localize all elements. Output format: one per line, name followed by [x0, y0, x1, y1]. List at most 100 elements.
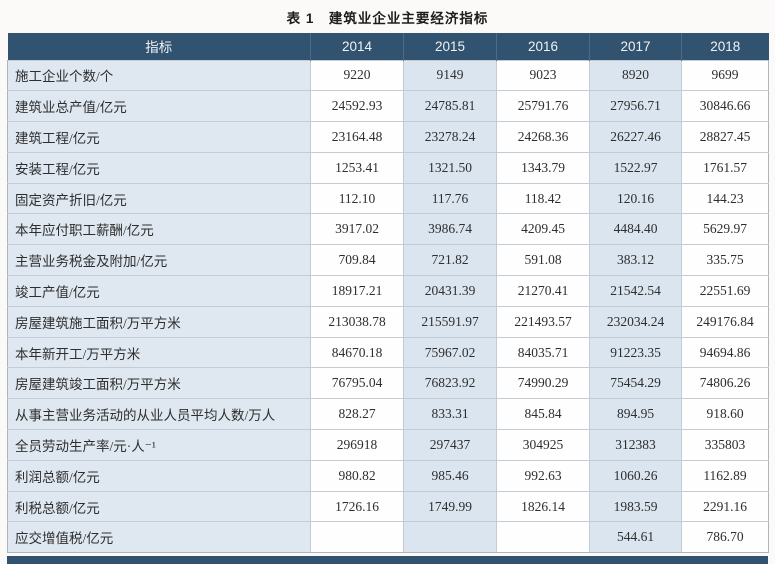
table-row: 建筑业总产值/亿元 24592.93 24785.81 25791.76 27956.7…: [7, 90, 769, 123]
value-cell: 74990.29: [496, 367, 590, 400]
table-row: 房屋建筑竣工面积/万平方米 76795.04 76823.92 74990.29 754…: [7, 367, 769, 400]
value-cell: 20431.39: [403, 275, 497, 307]
value-cell: 8920: [589, 59, 682, 92]
value-cell: 24592.93: [310, 90, 404, 123]
value-cell: 1343.79: [496, 151, 590, 184]
value-cell: 1749.99: [403, 490, 497, 523]
value-cell: 215591.97: [403, 305, 497, 338]
table-header: 指标 2014 2015 2016 2017 2018: [7, 33, 769, 60]
value-cell: 4209.45: [496, 213, 590, 246]
table-caption: 表 1 建筑业企业主要经济指标: [286, 11, 489, 26]
value-cell: 918.60: [681, 398, 769, 431]
value-cell: 84035.71: [496, 336, 590, 369]
value-cell: 721.82: [403, 244, 497, 277]
value-cell: [403, 521, 497, 554]
value-cell: [496, 521, 590, 554]
value-cell: 91223.35: [589, 336, 682, 369]
value-cell: 845.84: [496, 398, 590, 431]
value-cell: 213038.78: [310, 305, 404, 338]
table-row: 主营业务税金及附加/亿元 709.84 721.82 591.08 383.12 335.…: [7, 244, 769, 277]
header-year-2015: 2015: [403, 33, 497, 60]
table-row: 本年新开工/万平方米 84670.18 75967.02 84035.71 91223.…: [7, 336, 769, 369]
value-cell: 28827.45: [681, 121, 769, 153]
value-cell: 383.12: [589, 244, 682, 277]
value-cell: 828.27: [310, 398, 404, 431]
value-cell: 22551.69: [681, 275, 769, 307]
value-cell: 23278.24: [403, 121, 497, 153]
value-cell: 120.16: [589, 182, 682, 215]
value-cell: 985.46: [403, 459, 497, 492]
table-row: 施工企业个数/个 9220 9149 9023 8920 9699: [7, 59, 769, 92]
value-cell: 9023: [496, 59, 590, 92]
value-cell: 249176.84: [681, 305, 769, 338]
value-cell: 118.42: [496, 182, 590, 215]
value-cell: 26227.46: [589, 121, 682, 153]
value-cell: 112.10: [310, 182, 404, 215]
value-cell: 304925: [496, 429, 590, 461]
value-cell: 21542.54: [589, 275, 682, 307]
value-cell: 9699: [681, 59, 769, 92]
row-label: 安装工程/亿元: [7, 151, 311, 184]
header-year-2016: 2016: [496, 33, 590, 60]
value-cell: 4484.40: [589, 213, 682, 246]
header-year-2018: 2018: [681, 33, 769, 60]
table-row: 竣工产值/亿元 18917.21 20431.39 21270.41 21542.54 2…: [7, 275, 769, 307]
value-cell: 5629.97: [681, 213, 769, 246]
value-cell: 76795.04: [310, 367, 404, 400]
row-label: 利税总额/亿元: [7, 490, 311, 523]
table-footer-bar: [7, 556, 768, 564]
table-row: 安装工程/亿元 1253.41 1321.50 1343.79 1522.97 1761.…: [7, 151, 769, 184]
value-cell: 1726.16: [310, 490, 404, 523]
value-cell: 1826.14: [496, 490, 590, 523]
table-row: 建筑工程/亿元 23164.48 23278.24 24268.36 26227.46 2…: [7, 121, 769, 153]
value-cell: 30846.66: [681, 90, 769, 123]
value-cell: 27956.71: [589, 90, 682, 123]
value-cell: 9149: [403, 59, 497, 92]
table-row: 固定资产折旧/亿元 112.10 117.76 118.42 120.16 144.23: [7, 182, 769, 215]
value-cell: 117.76: [403, 182, 497, 215]
table-row: 从事主营业务活动的从业人员平均人数/万人 828.27 833.31 845.84 89…: [7, 398, 769, 431]
value-cell: 232034.24: [589, 305, 682, 338]
value-cell: 786.70: [681, 521, 769, 554]
value-cell: 24268.36: [496, 121, 590, 153]
value-cell: 1060.26: [589, 459, 682, 492]
row-label: 本年应付职工薪酬/亿元: [7, 213, 311, 246]
row-label: 利润总额/亿元: [7, 459, 311, 492]
header-year-2014: 2014: [310, 33, 404, 60]
value-cell: 335.75: [681, 244, 769, 277]
value-cell: 980.82: [310, 459, 404, 492]
row-label: 固定资产折旧/亿元: [7, 182, 311, 215]
row-label: 全员劳动生产率/元·人⁻¹: [7, 429, 311, 461]
value-cell: 221493.57: [496, 305, 590, 338]
value-cell: 18917.21: [310, 275, 404, 307]
value-cell: 94694.86: [681, 336, 769, 369]
value-cell: 1983.59: [589, 490, 682, 523]
table-row: 利税总额/亿元 1726.16 1749.99 1826.14 1983.59 2291.…: [7, 490, 769, 523]
value-cell: 25791.76: [496, 90, 590, 123]
row-label: 竣工产值/亿元: [7, 275, 311, 307]
header-row: 指标 2014 2015 2016 2017 2018: [7, 33, 769, 60]
value-cell: 2291.16: [681, 490, 769, 523]
value-cell: 1522.97: [589, 151, 682, 184]
value-cell: 9220: [310, 59, 404, 92]
table-row: 应交增值税/亿元 544.61 786.70: [7, 521, 769, 554]
value-cell: 74806.26: [681, 367, 769, 400]
row-label: 施工企业个数/个: [7, 59, 311, 92]
value-cell: 75967.02: [403, 336, 497, 369]
header-year-2017: 2017: [589, 33, 682, 60]
row-label: 房屋建筑竣工面积/万平方米: [7, 367, 311, 400]
value-cell: [310, 521, 404, 554]
row-label: 主营业务税金及附加/亿元: [7, 244, 311, 277]
value-cell: 21270.41: [496, 275, 590, 307]
table-row: 利润总额/亿元 980.82 985.46 992.63 1060.26 1162.89: [7, 459, 769, 492]
value-cell: 335803: [681, 429, 769, 461]
value-cell: 75454.29: [589, 367, 682, 400]
value-cell: 312383: [589, 429, 682, 461]
row-label: 建筑业总产值/亿元: [7, 90, 311, 123]
data-table: 指标 2014 2015 2016 2017 2018 施工企业个数/个 9220…: [7, 33, 769, 554]
table-row: 本年应付职工薪酬/亿元 3917.02 3986.74 4209.45 4484.40 5…: [7, 213, 769, 246]
value-cell: 84670.18: [310, 336, 404, 369]
value-cell: 1321.50: [403, 151, 497, 184]
table-row: 全员劳动生产率/元·人⁻¹ 296918 297437 304925 312383 335…: [7, 429, 769, 461]
economic-indicators-table: 指标 2014 2015 2016 2017 2018 施工企业个数/个 9220…: [7, 33, 769, 564]
